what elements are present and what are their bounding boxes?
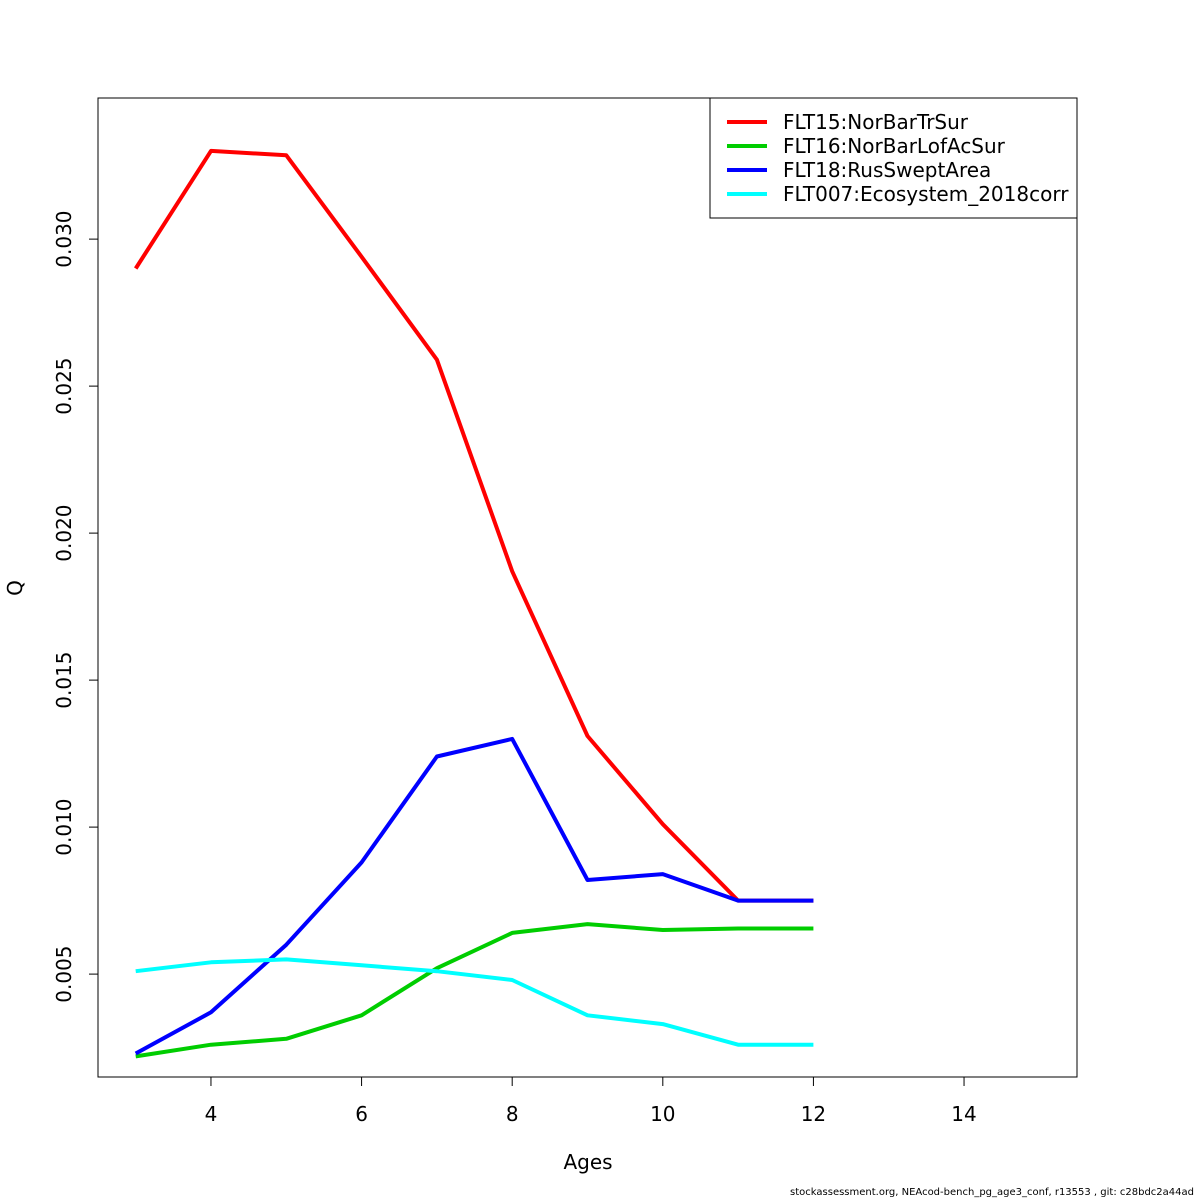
x-tick-label-5: 12: [801, 1102, 826, 1126]
x-axis-title: Ages: [563, 1150, 612, 1174]
x-tick-label-4: 10: [650, 1102, 675, 1126]
y-tick-label-6: 0.030: [52, 210, 76, 267]
legend-label-2: FLT16:NorBarLofAcSur: [783, 134, 1006, 158]
y-tick-label-3: 0.015: [52, 651, 76, 708]
series-line-4: [135, 957, 814, 1047]
y-axis-title: Q: [3, 580, 27, 596]
plot-frame: [97, 97, 1078, 1078]
y-tick-label-1: 0.005: [52, 945, 76, 1002]
footer-caption: stockassessment.org, NEAcod-bench_pg_age…: [790, 1187, 1194, 1198]
series-layer: [134, 148, 814, 1059]
y-tick-label-2: 0.010: [52, 798, 76, 855]
x-tick-label-6: 14: [951, 1102, 976, 1126]
legend: FLT15:NorBarTrSurFLT16:NorBarLofAcSurFLT…: [709, 97, 1078, 219]
legend-label-3: FLT18:RusSweptArea: [783, 158, 991, 182]
x-tick-label-1: 4: [205, 1102, 218, 1126]
series-line-3: [134, 736, 814, 1056]
legend-box: [709, 97, 1078, 219]
y-axis: 0.005 0.010 0.015 0.020 0.025 0.030: [52, 210, 98, 1003]
x-tick-label-2: 6: [355, 1102, 368, 1126]
legend-label-4: FLT007:Ecosystem_2018corr: [783, 182, 1069, 206]
x-axis: 4 6 8 10 12 14: [205, 1077, 977, 1126]
series-line-2: [135, 922, 814, 1059]
y-tick-label-4: 0.020: [52, 504, 76, 561]
y-tick-label-5: 0.025: [52, 357, 76, 414]
series-line-1: [134, 148, 814, 903]
x-tick-label-3: 8: [506, 1102, 519, 1126]
legend-label-1: FLT15:NorBarTrSur: [783, 110, 969, 134]
